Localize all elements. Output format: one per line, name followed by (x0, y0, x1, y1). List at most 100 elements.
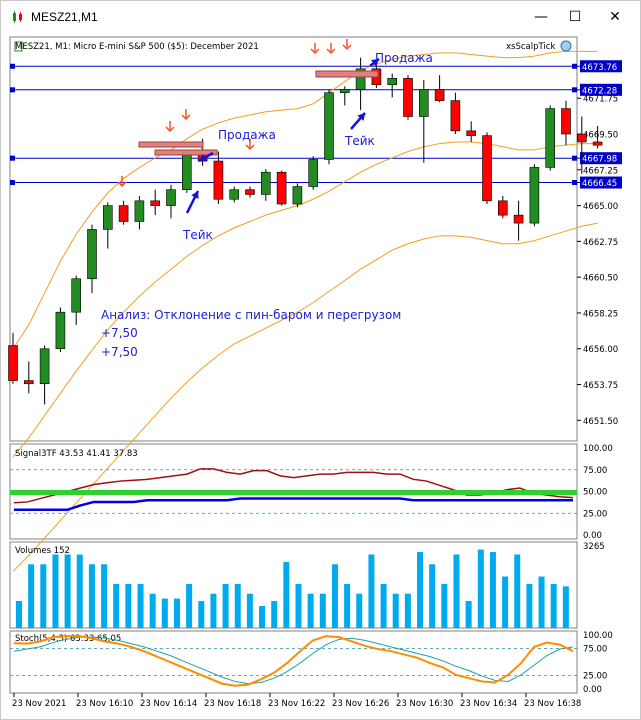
volume-bar (417, 552, 424, 628)
candle-bear (450, 100, 461, 132)
chart-symbol-info: MESZ21, M1: Micro E-mini S&P 500 ($5): D… (15, 42, 259, 52)
price-level-tag (580, 60, 622, 73)
price-level-tag (580, 176, 622, 189)
price-tick-label: 4672.28 (582, 86, 617, 96)
volume-bar (113, 583, 120, 628)
volume-bar (368, 554, 375, 628)
volume-bar (404, 593, 411, 628)
candle-bull (324, 92, 334, 160)
candle-bull (87, 229, 97, 280)
signal-axis-tick: 0.00 (583, 531, 602, 541)
price-tick-label: 4666.45 (582, 179, 617, 189)
volume-bar (137, 583, 144, 628)
result-text: +7,50 (101, 345, 138, 359)
volume-bar (125, 583, 132, 628)
candle-bull (387, 78, 398, 86)
minimize-button[interactable]: — (534, 9, 548, 25)
volume-bar (76, 554, 83, 628)
main-panel-frame (9, 36, 578, 442)
stoch-axis-tick: 0.00 (583, 685, 602, 695)
volume-bar (64, 554, 71, 628)
candle-bull (418, 89, 429, 117)
take-pointer-arrow (357, 113, 365, 121)
signal-axis-tick: 50.00 (583, 488, 607, 498)
candle-bear (592, 141, 603, 146)
volume-bar (259, 605, 266, 628)
volume-bar (514, 554, 521, 628)
volume-bar (429, 564, 436, 628)
level-marker-left (10, 180, 15, 186)
candle-bear (403, 78, 413, 117)
candle-bear (576, 133, 587, 143)
level-marker-left (10, 63, 15, 69)
level-marker-right (572, 180, 577, 186)
candle-bear (213, 160, 224, 200)
time-axis-label: 23 Nov 2021 (12, 699, 66, 709)
volume-bar (380, 583, 387, 628)
volume-bar (40, 564, 47, 628)
volume-bar (453, 554, 460, 628)
time-axis-label: 23 Nov 16:26 (332, 699, 389, 709)
volume-bar (502, 576, 509, 628)
stoch-main-line (13, 635, 574, 687)
candle-bear (245, 189, 255, 195)
volume-bar (441, 583, 448, 628)
signal-blue-line (14, 497, 573, 512)
volume-panel-label: Volumes 152 (15, 546, 70, 556)
volume-bar (222, 583, 229, 628)
take-pointer-arrow (191, 191, 199, 199)
price-tick-label: 4667.98 (582, 155, 617, 165)
candle-bear (466, 130, 477, 136)
maximize-button[interactable]: ☐ (568, 9, 582, 25)
volume-bar (149, 593, 156, 628)
time-axis-label: 23 Nov 16:10 (76, 699, 133, 709)
price-tick-label: 4653.75 (583, 381, 618, 391)
level-marker-right (572, 155, 577, 161)
candle-bull (39, 348, 50, 385)
candle-bull (545, 108, 556, 168)
sell-pointer-arrow (199, 154, 207, 162)
signal-green-band (10, 489, 577, 495)
volume-bar (234, 583, 241, 628)
chart-small-icon (14, 41, 23, 52)
level-marker-left (10, 87, 15, 93)
indicator-cap-icon (560, 40, 572, 52)
level-marker-left (10, 155, 15, 161)
indicator-label: xsScalpTick (506, 42, 555, 52)
candle-bull (229, 189, 239, 200)
volume-axis-max: 3265 (583, 542, 605, 552)
bollinger-lower-line (12, 222, 598, 572)
title-bar[interactable]: MESZ21,M1 — ☐ ✕ (1, 1, 640, 33)
volume-bar (356, 593, 363, 628)
level-marker-right (572, 63, 577, 69)
pinbar-zone (138, 141, 204, 148)
candle-bull (55, 311, 66, 350)
candle-bull (355, 68, 366, 90)
candle-bear (23, 380, 34, 385)
volume-bar (319, 593, 326, 628)
candle-bull (166, 189, 176, 206)
candle-bear (8, 345, 18, 381)
candle-bear (482, 135, 492, 202)
volume-bar (271, 601, 278, 628)
price-tick-label: 4662.75 (583, 238, 618, 248)
sell-label: Продажа (218, 128, 276, 142)
volume-bar (173, 598, 180, 628)
candle-bull (71, 278, 81, 313)
volume-bar (101, 564, 108, 628)
sell-label: Продажа (375, 51, 433, 65)
volume-bar (246, 593, 253, 628)
candle-bear (118, 205, 129, 222)
stoch-axis-tick: 25.00 (583, 672, 607, 682)
bollinger-middle-line (12, 141, 598, 458)
volume-bar (16, 601, 22, 628)
volume-bar (550, 583, 557, 628)
chart-app-icon (13, 11, 22, 23)
close-button[interactable]: ✕ (609, 9, 621, 25)
candle-bull (103, 205, 113, 230)
volume-bar (562, 586, 569, 628)
time-axis-label: 23 Nov 16:34 (460, 699, 517, 709)
volume-bar (295, 583, 302, 628)
